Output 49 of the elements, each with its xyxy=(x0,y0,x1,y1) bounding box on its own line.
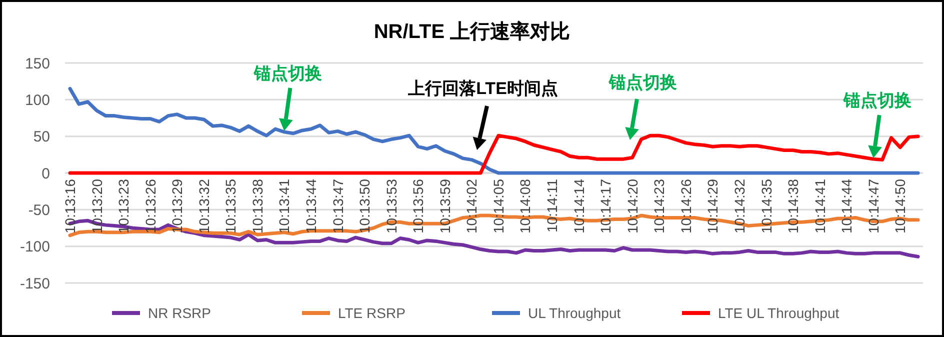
x-tick-label: 10:13:26 xyxy=(142,178,158,234)
x-tick-label: 10:13:56 xyxy=(410,178,426,234)
x-tick-label: 10:13:59 xyxy=(436,178,453,234)
x-tick-label: 10:14:08 xyxy=(517,178,534,234)
x-tick-label: 10:13:20 xyxy=(88,178,105,234)
x-tick-label: 10:13:23 xyxy=(116,178,132,234)
x-tick-label: 10:14:14 xyxy=(570,178,587,234)
legend-label: UL Throughput xyxy=(528,304,621,321)
line-series xyxy=(68,134,920,175)
x-tick-label: 10:13:47 xyxy=(330,178,346,234)
y-tick-label: -150 xyxy=(20,275,50,292)
x-tick-label: 10:14:26 xyxy=(678,178,694,234)
x-tick-label: 10:13:53 xyxy=(383,178,400,234)
legend-label: LTE UL Throughput xyxy=(718,304,840,321)
legend-label: NR RSRP xyxy=(148,304,212,321)
annotation: 锚点切换 xyxy=(253,64,322,83)
x-tick-label: 10:13:29 xyxy=(169,178,186,234)
x-tick-label: 10:14:50 xyxy=(892,178,908,234)
x-tick-label: 10:14:29 xyxy=(704,178,721,234)
x-tick-label: 10:13:38 xyxy=(249,178,266,234)
x-tick-label: 10:14:05 xyxy=(490,178,506,234)
x-tick-label: 10:13:44 xyxy=(303,178,320,234)
x-tick-label: 10:14:41 xyxy=(812,178,828,234)
chart-title: NR/LTE 上行速率对比 xyxy=(374,20,570,43)
annotation: 锚点切换 xyxy=(608,73,677,92)
y-tick-label: -50 xyxy=(28,202,50,219)
annotation: 上行回落LTE时间点 xyxy=(407,79,558,98)
y-tick-label: 0 xyxy=(42,165,50,182)
x-tick-label: 10:13:50 xyxy=(356,178,373,234)
legend-label: LTE RSRP xyxy=(338,304,406,321)
x-tick-label: 10:14:20 xyxy=(624,178,640,234)
x-tick-label: 10:13:35 xyxy=(222,178,239,234)
x-tick-label: 10:14:23 xyxy=(651,178,668,234)
x-tick-label: 10:14:02 xyxy=(464,178,480,234)
annotation: 锚点切换 xyxy=(842,91,912,110)
y-tick-label: -100 xyxy=(20,238,50,256)
x-tick-label: 10:13:16 xyxy=(62,178,78,234)
y-tick-label: 100 xyxy=(24,92,50,109)
x-tick-label: 10:14:44 xyxy=(838,178,855,234)
x-tick-label: 10:13:41 xyxy=(276,178,292,234)
x-tick-label: 10:14:32 xyxy=(731,178,748,234)
y-tick-label: 50 xyxy=(33,128,50,146)
y-tick-label: 150 xyxy=(24,55,50,72)
x-tick-label: 10:14:17 xyxy=(598,178,614,234)
x-tick-label: 10:14:38 xyxy=(785,178,802,234)
x-tick-label: 10:14:47 xyxy=(865,178,882,234)
x-tick-label: 10:14:35 xyxy=(758,178,774,234)
x-tick-label: 10:14:11 xyxy=(544,178,560,232)
x-tick-label: 10:13:32 xyxy=(196,178,212,234)
